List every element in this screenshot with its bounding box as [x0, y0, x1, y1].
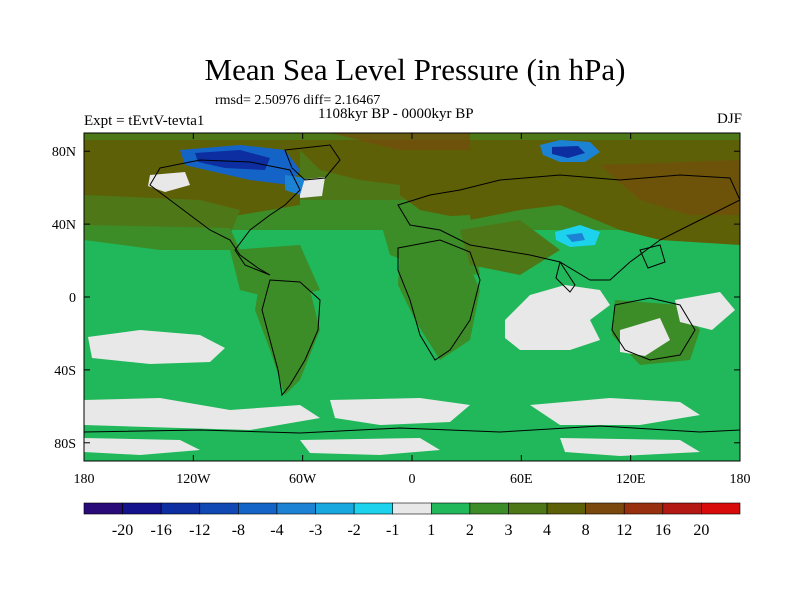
colorbar-swatch-14	[623, 502, 664, 515]
x-axis: 180 120W 60W 0 60E 120E 180	[74, 133, 751, 487]
colorbar-label: -3	[309, 522, 322, 539]
colorbar-label: -20	[112, 522, 133, 539]
colorbar-swatch-6	[315, 502, 355, 515]
colorbar-swatch-15	[662, 502, 702, 515]
colorbar-swatch-2	[160, 502, 201, 515]
rmsd-diff-stats: rmsd= 2.50976 diff= 2.16467	[215, 93, 381, 108]
colorbar-swatch-3	[199, 502, 239, 515]
colorbar-label: 20	[693, 522, 709, 539]
colorbar-swatch-13	[585, 502, 625, 515]
colorbar-label: 2	[466, 522, 474, 539]
colorbar-label: -2	[347, 522, 360, 539]
y-tick-label: 80S	[54, 437, 76, 452]
colorbar-label: -8	[232, 522, 245, 539]
colorbar-swatch-11	[508, 502, 548, 515]
x-tick-label: 180	[730, 472, 751, 487]
colorbar-label: 16	[655, 522, 671, 539]
colorbar-swatch-9	[430, 502, 471, 515]
colorbar-label: -4	[270, 522, 283, 539]
y-axis: 80N 40N 0 40S 80S	[52, 145, 740, 452]
season-label: DJF	[716, 111, 742, 127]
colorbar-label: 8	[582, 522, 590, 539]
pressure-field	[84, 133, 740, 461]
experiment-label: Expt = tEvtV-tevta1	[84, 113, 205, 129]
colorbar-label: -1	[386, 522, 399, 539]
colorbar-label: 3	[504, 522, 512, 539]
colorbar-label: -12	[189, 522, 210, 539]
colorbar: -20 -16 -12 -8 -4 -3 -2 -1 1 2 3 4 8 12 16 20	[83, 502, 741, 539]
coastlines	[84, 144, 740, 434]
y-tick-label: 0	[69, 291, 76, 306]
colorbar-swatch-8	[392, 502, 432, 515]
colorbar-swatch-16	[701, 502, 741, 515]
y-tick-label: 80N	[52, 145, 76, 160]
colorbar-swatch-12	[546, 502, 586, 515]
x-tick-label: 60E	[510, 472, 533, 487]
y-tick-label: 40S	[54, 364, 76, 379]
chart-title: Mean Sea Level Pressure (in hPa)	[204, 52, 626, 87]
colorbar-swatch-5	[276, 502, 316, 515]
colorbar-label: 12	[616, 522, 632, 539]
colorbar-swatch-7	[353, 502, 394, 515]
colorbar-swatch-0	[83, 502, 123, 515]
colorbar-swatch-1	[122, 502, 162, 515]
chart-subtitle: 1108kyr BP - 0000kyr BP	[318, 106, 474, 122]
x-tick-label: 180	[74, 472, 95, 487]
y-tick-label: 40N	[52, 218, 76, 233]
colorbar-label: 4	[543, 522, 551, 539]
colorbar-label: 1	[427, 522, 435, 539]
x-tick-label: 120E	[616, 472, 646, 487]
colorbar-swatch-4	[238, 502, 278, 515]
colorbar-label: -16	[151, 522, 172, 539]
x-tick-label: 60W	[289, 472, 317, 487]
x-tick-label: 120W	[176, 472, 211, 487]
colorbar-swatch-10	[469, 502, 509, 515]
x-tick-label: 0	[409, 472, 416, 487]
